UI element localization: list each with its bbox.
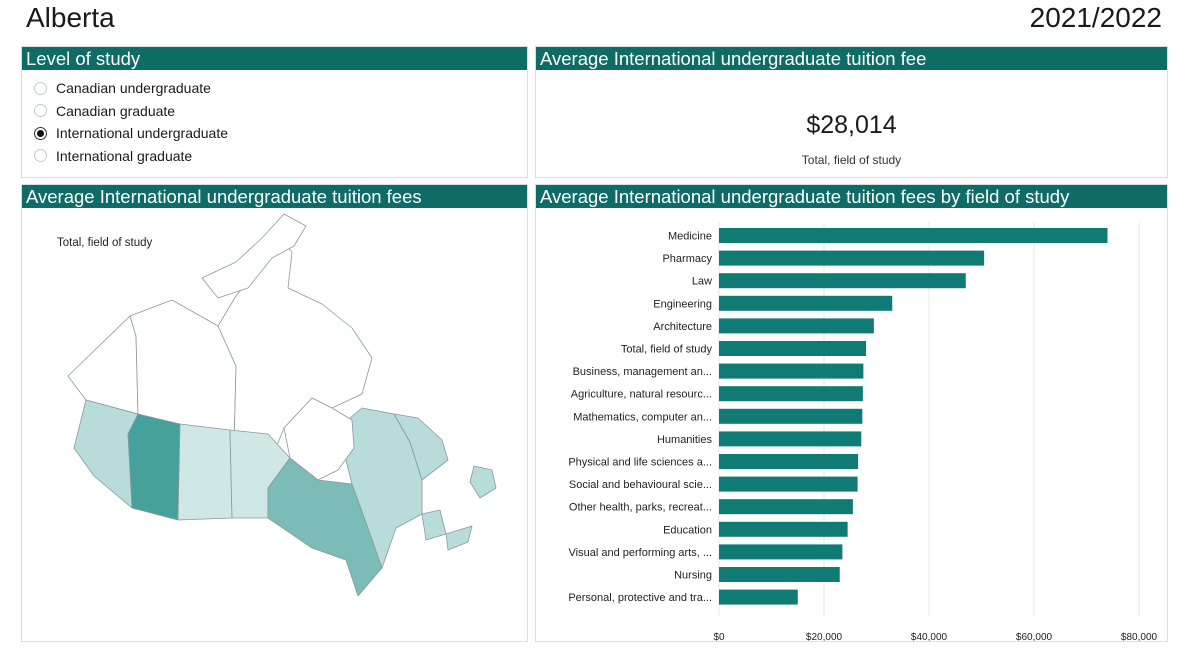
province-british-columbia[interactable] [73, 399, 139, 509]
radio-icon[interactable] [34, 81, 47, 95]
category-label: Visual and performing arts, ... [569, 547, 712, 559]
bar[interactable] [719, 363, 864, 379]
x-tick-label: $40,000 [911, 632, 948, 641]
province-nova-scotia[interactable] [445, 525, 473, 551]
x-tick-label: $60,000 [1016, 632, 1053, 641]
category-label: Other health, parks, recreat... [569, 502, 712, 514]
radio-icon[interactable] [34, 149, 47, 163]
bar-chart: $0 $20,000 $40,000 $60,000 $80,000 Medicine Ph… [568, 222, 1158, 641]
category-label: Business, management an... [573, 366, 712, 378]
category-label: Social and behavioural scie... [569, 479, 712, 491]
arctic-islands[interactable] [201, 213, 307, 299]
radio-label: Canadian undergraduate [56, 80, 211, 97]
radio-label: International graduate [56, 147, 193, 164]
category-label: Pharmacy [662, 253, 712, 265]
average-fee-panel: Average International undergraduate tuit… [535, 46, 1168, 178]
category-label: Nursing [674, 570, 712, 582]
bar[interactable] [719, 476, 858, 492]
radio-selected-icon[interactable] [34, 126, 47, 140]
bar[interactable] [719, 567, 840, 582]
category-label: Humanities [657, 434, 713, 446]
canada-map [67, 213, 497, 597]
category-label: Personal, protective and tra... [568, 592, 712, 604]
province-saskatchewan[interactable] [177, 423, 233, 521]
map-title: Average International undergraduate tuit… [22, 185, 527, 208]
category-label: Law [692, 276, 712, 288]
province-newfoundland-island[interactable] [469, 465, 497, 499]
bar[interactable] [719, 408, 863, 424]
level-radio-group: Canadian undergraduate Canadian graduate… [22, 70, 527, 167]
map-subtitle: Total, field of study [57, 237, 153, 249]
bar[interactable] [719, 499, 853, 515]
bar-chart-title: Average International undergraduate tuit… [536, 185, 1167, 208]
category-label: Agriculture, natural resourc... [571, 389, 712, 401]
level-of-study-panel: Level of study Canadian undergraduate Ca… [21, 46, 528, 178]
bar[interactable] [719, 431, 862, 447]
radio-international-graduate[interactable]: International graduate [34, 145, 527, 168]
category-label: Mathematics, computer an... [573, 411, 712, 423]
category-label: Physical and life sciences a... [568, 457, 712, 469]
province-newfoundland-labrador[interactable] [393, 413, 449, 481]
category-label: Engineering [653, 298, 712, 310]
radio-label: International undergraduate [56, 125, 229, 142]
province-new-brunswick[interactable] [421, 509, 447, 541]
x-tick-label: $80,000 [1121, 632, 1158, 641]
map-panel: Average International undergraduate tuit… [21, 184, 528, 642]
bar[interactable] [719, 295, 893, 311]
x-tick-label: $0 [713, 632, 725, 641]
bar[interactable] [719, 341, 867, 356]
radio-international-undergraduate[interactable]: International undergraduate [34, 122, 527, 145]
radio-canadian-graduate[interactable]: Canadian graduate [34, 100, 527, 123]
level-of-study-title: Level of study [22, 47, 527, 70]
province-alberta[interactable] [127, 413, 181, 521]
region-title: Alberta [26, 2, 115, 33]
province-yukon[interactable] [67, 315, 139, 415]
bar[interactable] [719, 228, 1108, 243]
province-ontario[interactable] [267, 457, 383, 597]
average-fee-value: $28,014 [806, 111, 897, 139]
hudson-bay [283, 397, 355, 481]
year-label: 2021/2022 [1029, 2, 1162, 33]
radio-label: Canadian graduate [56, 102, 176, 119]
bar[interactable] [719, 386, 863, 402]
bar[interactable] [719, 589, 798, 605]
radio-icon[interactable] [34, 104, 47, 118]
category-label: Medicine [668, 231, 712, 243]
x-tick-label: $20,000 [806, 632, 843, 641]
bar[interactable] [719, 273, 966, 289]
bar[interactable] [719, 318, 874, 334]
bar[interactable] [719, 521, 848, 537]
category-label: Total, field of study [621, 344, 713, 356]
bar[interactable] [719, 454, 859, 469]
radio-canadian-undergraduate[interactable]: Canadian undergraduate [34, 77, 527, 100]
average-fee-title: Average International undergraduate tuit… [536, 47, 1167, 70]
average-fee-caption: Total, field of study [801, 153, 902, 167]
category-label: Architecture [653, 321, 712, 333]
bar[interactable] [719, 544, 843, 560]
bar[interactable] [719, 250, 985, 266]
category-label: Education [663, 524, 712, 536]
bar-chart-panel: Average International undergraduate tuit… [535, 184, 1168, 642]
